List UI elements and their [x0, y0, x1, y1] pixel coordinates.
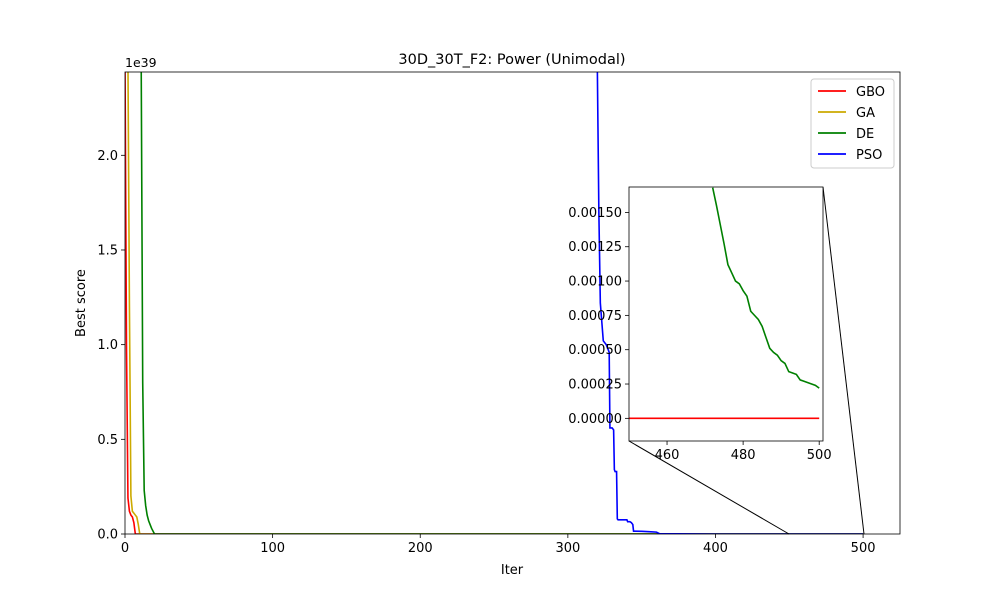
inset-y-tick-label: 0.00025 [568, 378, 622, 393]
legend-label-de: DE [856, 127, 874, 142]
legend: GBO GA DE PSO [810, 78, 895, 169]
inset-series-de-line [711, 187, 820, 389]
x-tick-label: 400 [703, 541, 728, 556]
inset-x-tick-label: 500 [807, 448, 832, 463]
legend-label-pso: PSO [856, 148, 882, 163]
y-tick-label: 2.0 [97, 149, 118, 164]
inset-y-tick-label: 0.00125 [568, 240, 622, 255]
y-tick-label: 0.0 [97, 528, 118, 543]
x-tick-label: 500 [851, 541, 876, 556]
x-tick-label: 200 [408, 541, 433, 556]
inset-frame [628, 186, 824, 442]
x-tick-label: 100 [260, 541, 285, 556]
legend-label-gbo: GBO [856, 85, 885, 100]
inset-y-tick-label: 0.00100 [568, 275, 622, 290]
y-tick-label: 0.5 [97, 433, 118, 448]
chart-title: 30D_30T_F2: Power (Unimodal) [398, 52, 625, 68]
y-tick-label: 1.0 [97, 338, 118, 353]
x-tick-label: 300 [555, 541, 580, 556]
inset-y-tick-label: 0.00150 [568, 206, 622, 221]
series-gbo-line [125, 72, 864, 534]
plot-frame [124, 71, 901, 535]
legend-box [810, 78, 895, 169]
y-axis-label: Best score [74, 269, 89, 337]
series-pso-line [596, 72, 864, 534]
inset-y-tick-label: 0.00000 [568, 412, 622, 427]
zoom-connector-left [628, 440, 790, 535]
inset-x-tick-label: 460 [655, 448, 680, 463]
inset-plot-area [629, 187, 823, 441]
series-ga-line [127, 72, 864, 534]
legend-label-ga: GA [856, 106, 875, 121]
inset-y-tick-label: 0.00075 [568, 309, 622, 324]
inset-x-tick-label: 480 [731, 448, 756, 463]
x-tick-label: 0 [121, 541, 129, 556]
x-axis-label: Iter [501, 563, 524, 578]
y-offset-text: 1e39 [125, 55, 157, 70]
y-tick-label: 1.5 [97, 243, 118, 258]
zoom-connector-right [822, 186, 865, 535]
series-de-line [140, 72, 864, 534]
inset-y-tick-label: 0.00050 [568, 343, 622, 358]
